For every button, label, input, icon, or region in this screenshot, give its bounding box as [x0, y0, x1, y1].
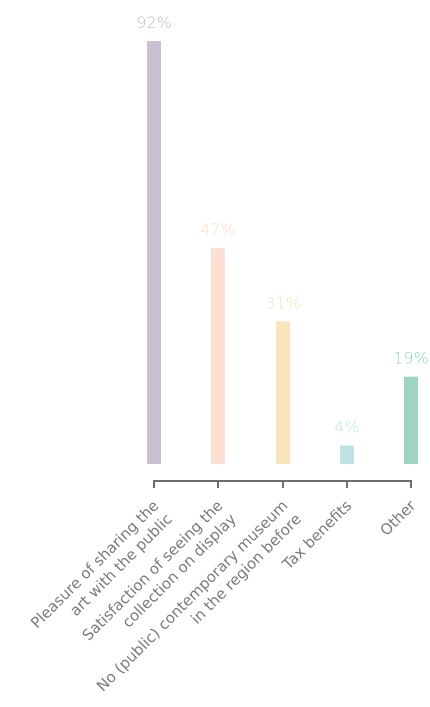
value-label-1: 47% — [200, 220, 236, 239]
bar-4 — [404, 376, 418, 464]
bars-layer — [147, 41, 418, 464]
value-label-2: 31% — [265, 293, 301, 312]
x-tick-label-4-line-0: Other — [377, 496, 420, 539]
bar-0 — [147, 41, 161, 464]
bar-1 — [211, 247, 225, 464]
bar-3 — [340, 445, 354, 464]
value-label-0: 92% — [136, 13, 172, 32]
value-labels-layer: 92% 47% 31% 4% 19% — [136, 13, 429, 437]
bar-2 — [276, 321, 290, 464]
value-label-3: 4% — [334, 418, 359, 437]
x-tick-label-4: Other — [377, 496, 420, 539]
value-label-4: 19% — [393, 349, 429, 368]
x-axis — [153, 480, 412, 488]
